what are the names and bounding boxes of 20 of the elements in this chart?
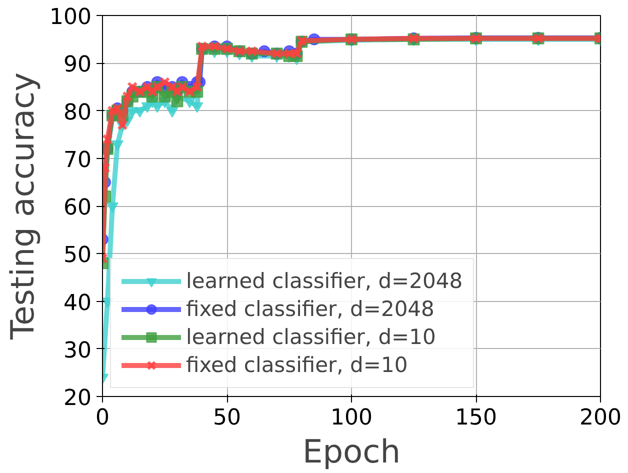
x-tick-label: 0 [96, 406, 110, 430]
y-tick-label: 90 [64, 52, 92, 78]
y-tick-label: 60 [64, 196, 92, 220]
y-tick-label: 40 [64, 290, 92, 316]
y-tick-label: 100 [50, 5, 92, 30]
x-tick-label: 200 [580, 406, 622, 430]
x-tick-label: 150 [455, 406, 498, 430]
y-tick-label: 80 [64, 100, 92, 126]
legend-label: fixed classifier, d=2048 [186, 297, 434, 321]
y-tick-label: 20 [64, 386, 92, 411]
x-tick-label: 50 [213, 406, 242, 430]
y-tick-label: 30 [64, 338, 92, 364]
legend-label: fixed classifier, d=10 [186, 353, 408, 377]
legend-label: learned classifier, d=2048 [186, 269, 463, 293]
x-tick-label: 100 [330, 406, 373, 430]
x-axis-title: Epoch [302, 432, 400, 470]
y-tick-label: 50 [64, 243, 92, 268]
y-tick-label: 70 [64, 148, 92, 173]
legend-label: learned classifier, d=10 [186, 325, 436, 349]
y-axis-title: Testing accuracy [4, 72, 42, 341]
